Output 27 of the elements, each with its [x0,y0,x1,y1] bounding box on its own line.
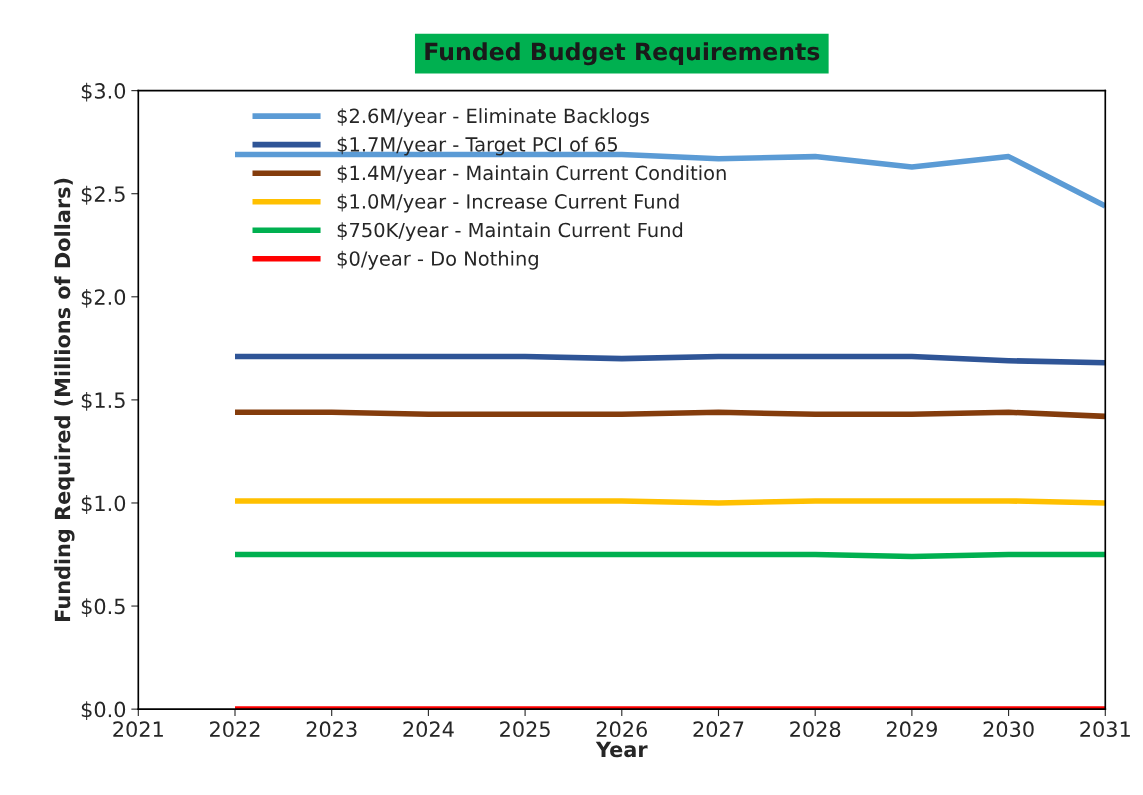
x-tick-label: 2028 [790,721,841,738]
y-tick-label: $1.5 [81,391,125,411]
y-tick-label: $0.5 [81,598,125,618]
x-tick-label: 2027 [693,721,744,738]
y-axis-title: Funding Required (Millions of Dollars) [54,178,75,621]
y-tick-label: $1.0 [81,495,126,514]
legend-label: $2.6M/year - Eliminate Backlogs [337,108,649,127]
chart-title: Funded Budget Requirements [425,42,820,66]
x-tick-label: 2031 [1080,721,1130,738]
legend-label: $750K/year - Maintain Current Fund [337,222,683,242]
x-tick-label: 2024 [403,721,454,738]
legend-label: $1.7M/year - Target PCI of 65 [337,136,618,156]
y-tick-label: $0.0 [81,701,126,721]
x-tick-label: 2025 [500,721,550,738]
y-tick-label: $3.0 [81,82,126,102]
y-tick-label: $2.5 [81,185,125,205]
legend-label: $1.0M/year - Increase Current Fund [337,193,679,213]
x-tick-label: 2030 [983,721,1034,738]
x-axis-title: Year [595,741,648,758]
x-tick-label: 2026 [596,721,647,738]
x-tick-label: 2023 [306,721,357,738]
y-tick-label: $2.0 [81,288,126,308]
legend-label: $0/year - Do Nothing [337,250,538,270]
x-tick-label: 2022 [210,721,260,738]
x-tick-label: 2021 [113,721,163,738]
x-tick-label: 2029 [886,721,937,738]
legend-label: $1.4M/year - Maintain Current Condition [337,165,726,185]
